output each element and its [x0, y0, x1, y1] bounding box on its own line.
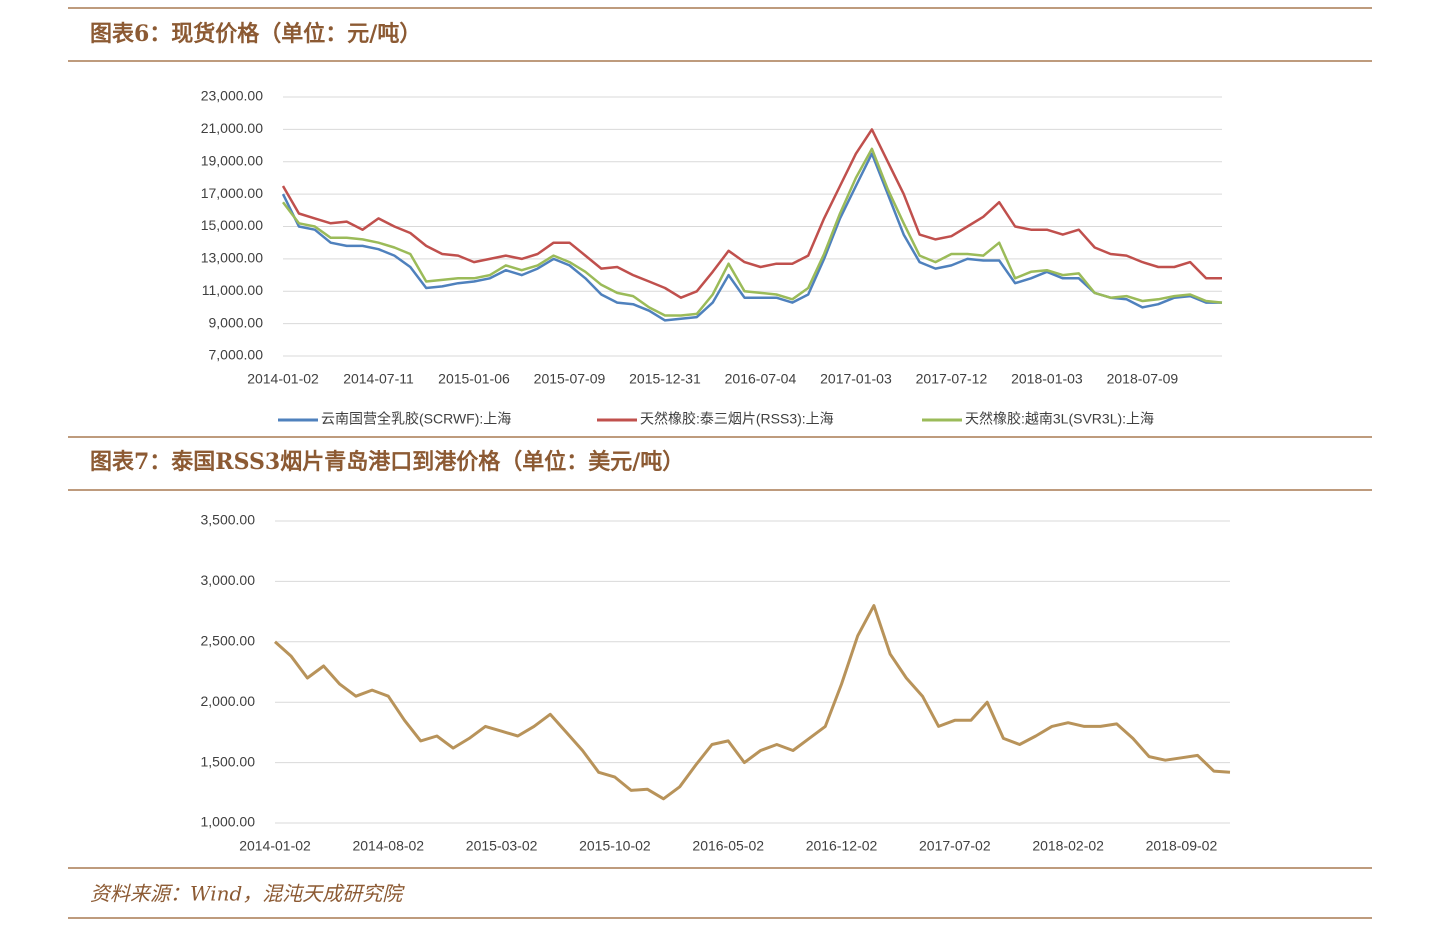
x-tick-label: 2014-08-02 — [352, 838, 424, 854]
y-tick-label: 19,000.00 — [201, 152, 263, 168]
y-tick-label: 3,500.00 — [201, 512, 256, 528]
x-tick-label: 2015-10-02 — [579, 838, 651, 854]
y-tick-label: 21,000.00 — [201, 120, 263, 136]
x-tick-label: 2014-07-11 — [343, 371, 414, 387]
line — [273, 604, 1231, 801]
y-tick-label: 1,000.00 — [201, 814, 256, 830]
x-tick-label: 2016-07-04 — [725, 371, 797, 387]
line — [282, 147, 1223, 317]
x-tick-label: 2018-07-09 — [1107, 371, 1179, 387]
x-tick-label: 2015-01-06 — [438, 371, 510, 387]
source: 资料来源：Wind，混沌天成研究院 — [90, 882, 405, 906]
y-tick-label: 7,000.00 — [209, 347, 264, 363]
x-tick-label: 2014-01-02 — [247, 371, 319, 387]
x-tick-label: 2015-03-02 — [466, 838, 538, 854]
x-tick-label: 2017-07-02 — [919, 838, 991, 854]
y-tick-label: 11,000.00 — [202, 282, 263, 298]
legend-label: 云南国营全乳胶(SCRWF):上海 — [321, 411, 511, 427]
x-tick-label: 2017-07-12 — [916, 371, 988, 387]
y-tick-label: 23,000.00 — [201, 88, 263, 104]
x-tick-label: 2015-12-31 — [629, 371, 701, 387]
line — [281, 152, 1222, 322]
figure-title: 图表7：泰国RSS3烟片青岛港口到港价格（单位：美元/吨） — [90, 449, 684, 475]
x-tick-label: 2017-01-03 — [820, 371, 892, 387]
y-tick-label: 3,000.00 — [201, 572, 256, 588]
x-tick-label: 2018-02-02 — [1032, 838, 1104, 854]
y-tick-label: 1,500.00 — [201, 753, 256, 769]
x-tick-label: 2015-07-09 — [534, 371, 606, 387]
y-tick-label: 2,000.00 — [201, 693, 256, 709]
legend-label: 天然橡胶:泰三烟片(RSS3):上海 — [640, 411, 834, 427]
y-tick-label: 15,000.00 — [201, 217, 263, 233]
x-tick-label: 2014-01-02 — [239, 838, 311, 854]
y-tick-label: 2,500.00 — [201, 633, 256, 649]
figure-title: 图表6：现货价格（单位：元/吨） — [90, 21, 421, 47]
x-tick-label: 2018-09-02 — [1146, 838, 1218, 854]
x-tick-label: 2016-05-02 — [692, 838, 764, 854]
y-tick-label: 13,000.00 — [201, 250, 263, 266]
legend-label: 天然橡胶:越南3L(SVR3L):上海 — [965, 411, 1154, 427]
line — [281, 128, 1222, 299]
y-tick-label: 9,000.00 — [209, 314, 264, 330]
y-tick-label: 17,000.00 — [201, 185, 263, 201]
x-tick-label: 2018-01-03 — [1011, 371, 1083, 387]
x-tick-label: 2016-12-02 — [806, 838, 878, 854]
